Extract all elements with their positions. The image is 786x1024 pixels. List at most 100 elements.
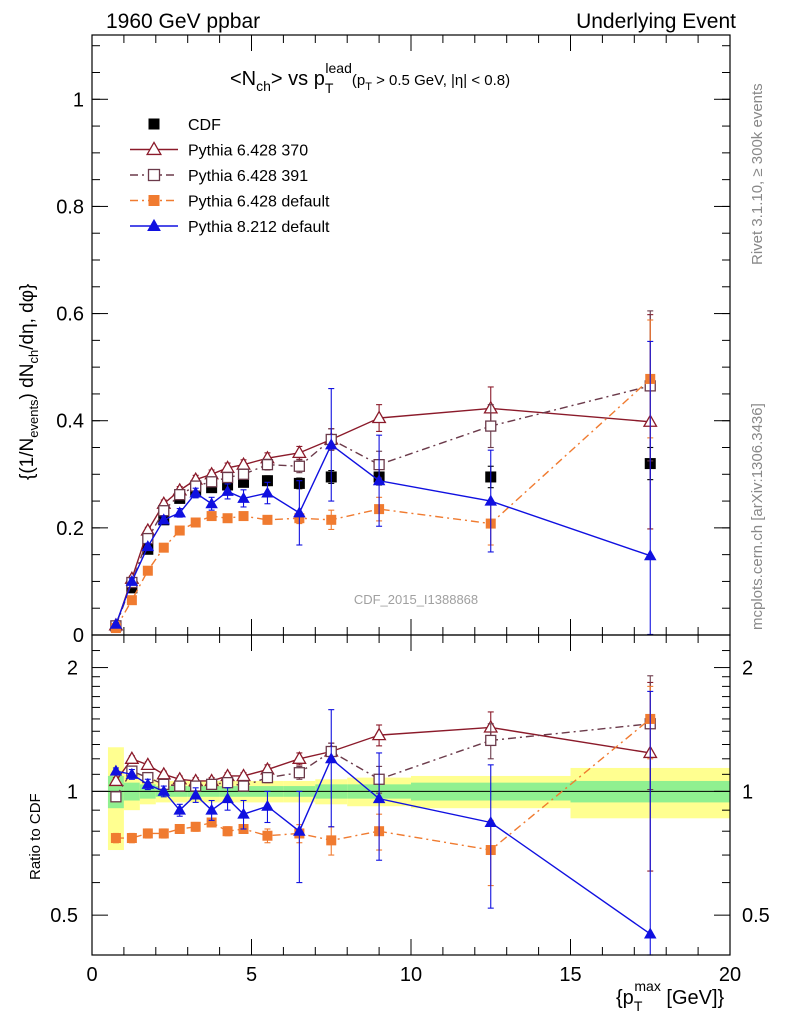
top-point (262, 514, 273, 525)
ratio-point (110, 833, 121, 844)
analysis-watermark: CDF_2015_I1388868 (354, 592, 478, 607)
top-ytick-label: 0 (73, 625, 84, 647)
title-cut-open: (p (352, 72, 365, 89)
top-point (189, 486, 202, 498)
legend-item-3: Pythia 6.428 default (130, 194, 330, 211)
ratio-point (205, 778, 218, 791)
ratio-point (293, 767, 306, 779)
top-ytick-label: 0.2 (56, 518, 84, 540)
legend: CDF Pythia 6.428 370 Pythia 6.428 391 Pythi… (130, 117, 330, 236)
ratio-point (158, 828, 169, 839)
ratio-point (293, 824, 306, 836)
top-point (238, 511, 249, 522)
ratio-point (190, 821, 201, 832)
mcplots-label: mcplots.cern.ch [arXiv:1306.3436] (749, 403, 766, 630)
top-point (142, 565, 153, 576)
ratio-series-4 (109, 690, 657, 956)
legend-item-1: Pythia 6.428 370 (130, 141, 308, 160)
top-point (173, 506, 186, 518)
legend-marker (148, 118, 160, 130)
ratio-point (140, 757, 156, 770)
ratio-series-layer (108, 675, 658, 956)
top-point (206, 511, 217, 522)
rivet-label: Rivet 3.1.10, ≥ 300k events (749, 83, 766, 265)
top-ytick-label: 0.6 (56, 304, 84, 326)
top-point (237, 468, 250, 480)
xlabel: {pTmax [GeV]} (616, 978, 725, 1014)
top-point (293, 460, 306, 472)
legend-marker (146, 141, 162, 156)
top-line-3 (115, 378, 651, 629)
legend-label: CDF (188, 117, 221, 134)
legend-marker (148, 195, 160, 206)
top-ytick-label: 0.4 (56, 411, 84, 433)
ratio-point (174, 780, 186, 792)
ratio-ytick-label-left: 0.5 (50, 905, 78, 927)
legend-label: Pythia 6.428 391 (188, 168, 308, 185)
ratio-point (222, 826, 233, 837)
top-point (174, 525, 185, 536)
top-point (293, 506, 306, 518)
ratio-point (141, 777, 155, 789)
legend-item-0: CDF (148, 117, 221, 134)
header-right: Underlying Event (576, 10, 736, 33)
ratio-point (124, 751, 140, 764)
ratio-point (291, 751, 307, 764)
header-left: 1960 GeV ppbar (106, 10, 260, 33)
title-n: <N (230, 68, 256, 90)
top-point (125, 575, 139, 586)
ratio-point (261, 799, 274, 811)
ratio-panel: 0 5 10 15 20 0.5 0.5 1 1 2 2 (50, 634, 770, 986)
top-point (190, 517, 201, 528)
xtick-label: 10 (400, 964, 422, 986)
title-n-sub: ch (256, 78, 271, 94)
top-series-4 (109, 340, 657, 636)
ratio-point (173, 803, 186, 815)
ratio-point (237, 780, 250, 792)
ratio-point (221, 792, 234, 804)
top-point (261, 458, 274, 471)
top-point (222, 513, 233, 524)
ratio-point (205, 803, 218, 815)
legend-item-2: Pythia 6.428 391 (130, 168, 308, 185)
plot-title: <Nch> vs pTlead(pT > 0.5 GeV, |η| < 0.8) (230, 60, 510, 96)
title-p-sub: T (325, 80, 334, 96)
top-point (291, 445, 307, 459)
legend-label: Pythia 6.428 370 (188, 143, 308, 160)
ratio-ytick-label-left: 1 (67, 781, 78, 803)
top-point (141, 540, 155, 552)
top-point (326, 514, 337, 525)
legend-label: Pythia 8.212 default (188, 219, 330, 236)
ratio-ytick-label-left: 2 (67, 658, 78, 680)
top-series-layer (108, 310, 658, 636)
top-point (174, 488, 186, 501)
xtick-label: 15 (559, 964, 581, 986)
ratio-series-1 (108, 681, 658, 872)
top-point (261, 486, 274, 498)
ratio-point (157, 784, 171, 796)
ratio-point (261, 771, 274, 784)
title-cut-sub: T (365, 81, 372, 93)
ratio-point (326, 835, 337, 846)
ratio-point (174, 823, 185, 834)
ratio-point (126, 833, 137, 844)
title-cut-rest: > 0.5 GeV, |η| < 0.8) (372, 72, 510, 89)
legend-item-4: Pythia 8.212 default (130, 218, 330, 236)
ratio-point (485, 734, 497, 747)
top-ylabel: {(1/Nevents) dNch/dη, dφ} (17, 284, 41, 480)
top-ytick-label: 1 (73, 89, 84, 111)
top-ytick-label: 0.8 (56, 196, 84, 218)
ratio-ylabel: Ratio to CDF (27, 793, 44, 880)
ratio-point (484, 816, 497, 827)
ratio-point (206, 817, 217, 828)
ratio-point (237, 807, 250, 819)
title-vs: > vs p (271, 68, 325, 90)
top-point (261, 475, 273, 487)
xtick-label: 20 (719, 964, 741, 986)
ratio-point (156, 766, 172, 780)
ratio-point (644, 927, 657, 939)
top-point (644, 549, 657, 561)
legend-marker (147, 168, 161, 182)
top-point (157, 513, 171, 525)
